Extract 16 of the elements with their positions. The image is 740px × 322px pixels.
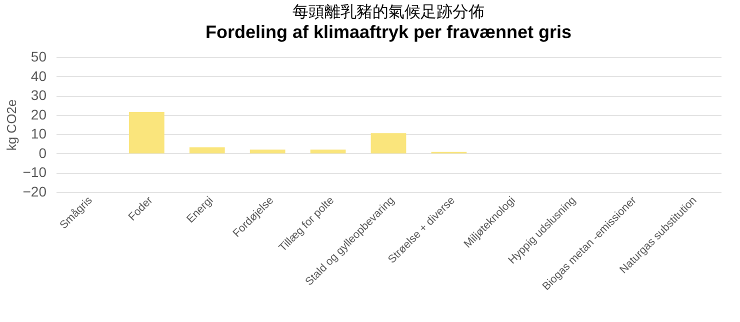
y-tick-label: −10 <box>22 164 47 180</box>
y-tick-label: 40 <box>30 68 47 84</box>
y-tick-label: 50 <box>30 48 47 64</box>
y-axis-title: kg CO2e <box>4 99 19 151</box>
bar <box>370 133 406 154</box>
y-tick-label: 30 <box>30 87 47 104</box>
y-tick-label: 20 <box>30 106 47 122</box>
chart-title: 每頭離乳豬的氣候足跡分佈 <box>292 2 484 21</box>
bar <box>250 150 286 154</box>
y-tick-label: −20 <box>22 184 47 200</box>
y-tick-label: 0 <box>38 144 47 161</box>
bar <box>310 150 346 154</box>
bar <box>129 112 164 154</box>
y-tick-label: 10 <box>30 126 47 142</box>
chart-subtitle: Fordeling af klimaaftryk per fravænnet gris <box>205 22 572 42</box>
bar <box>189 147 225 154</box>
